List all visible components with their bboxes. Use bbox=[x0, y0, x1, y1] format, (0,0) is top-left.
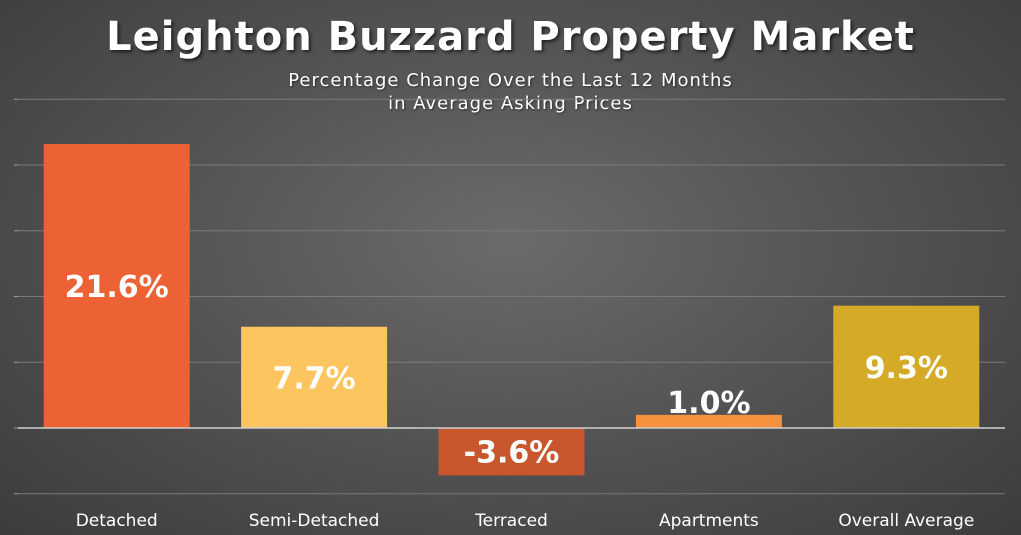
bar-apartments bbox=[635, 414, 782, 428]
data-label: 21.6% bbox=[65, 270, 169, 305]
data-label: 9.3% bbox=[865, 351, 948, 386]
chart-subtitle-line-1: Percentage Change Over the Last 12 Month… bbox=[288, 70, 733, 91]
category-label: Semi-Detached bbox=[249, 511, 380, 531]
data-label: -3.6% bbox=[464, 436, 560, 471]
category-label: Apartments bbox=[659, 511, 759, 531]
bar-terraced bbox=[438, 428, 585, 476]
bar-detached bbox=[43, 143, 190, 428]
data-label: 1.0% bbox=[667, 386, 750, 421]
category-label: Overall Average bbox=[838, 511, 974, 531]
chart-title: Leighton Buzzard Property Market bbox=[106, 14, 915, 60]
bar-semi-detached bbox=[241, 326, 388, 428]
category-label: Terraced bbox=[474, 511, 548, 531]
category-label: Detached bbox=[76, 511, 158, 531]
chart-subtitle-line-2: in Average Asking Prices bbox=[388, 93, 633, 114]
bar-overall-average bbox=[833, 305, 980, 428]
data-label: 7.7% bbox=[272, 361, 355, 396]
